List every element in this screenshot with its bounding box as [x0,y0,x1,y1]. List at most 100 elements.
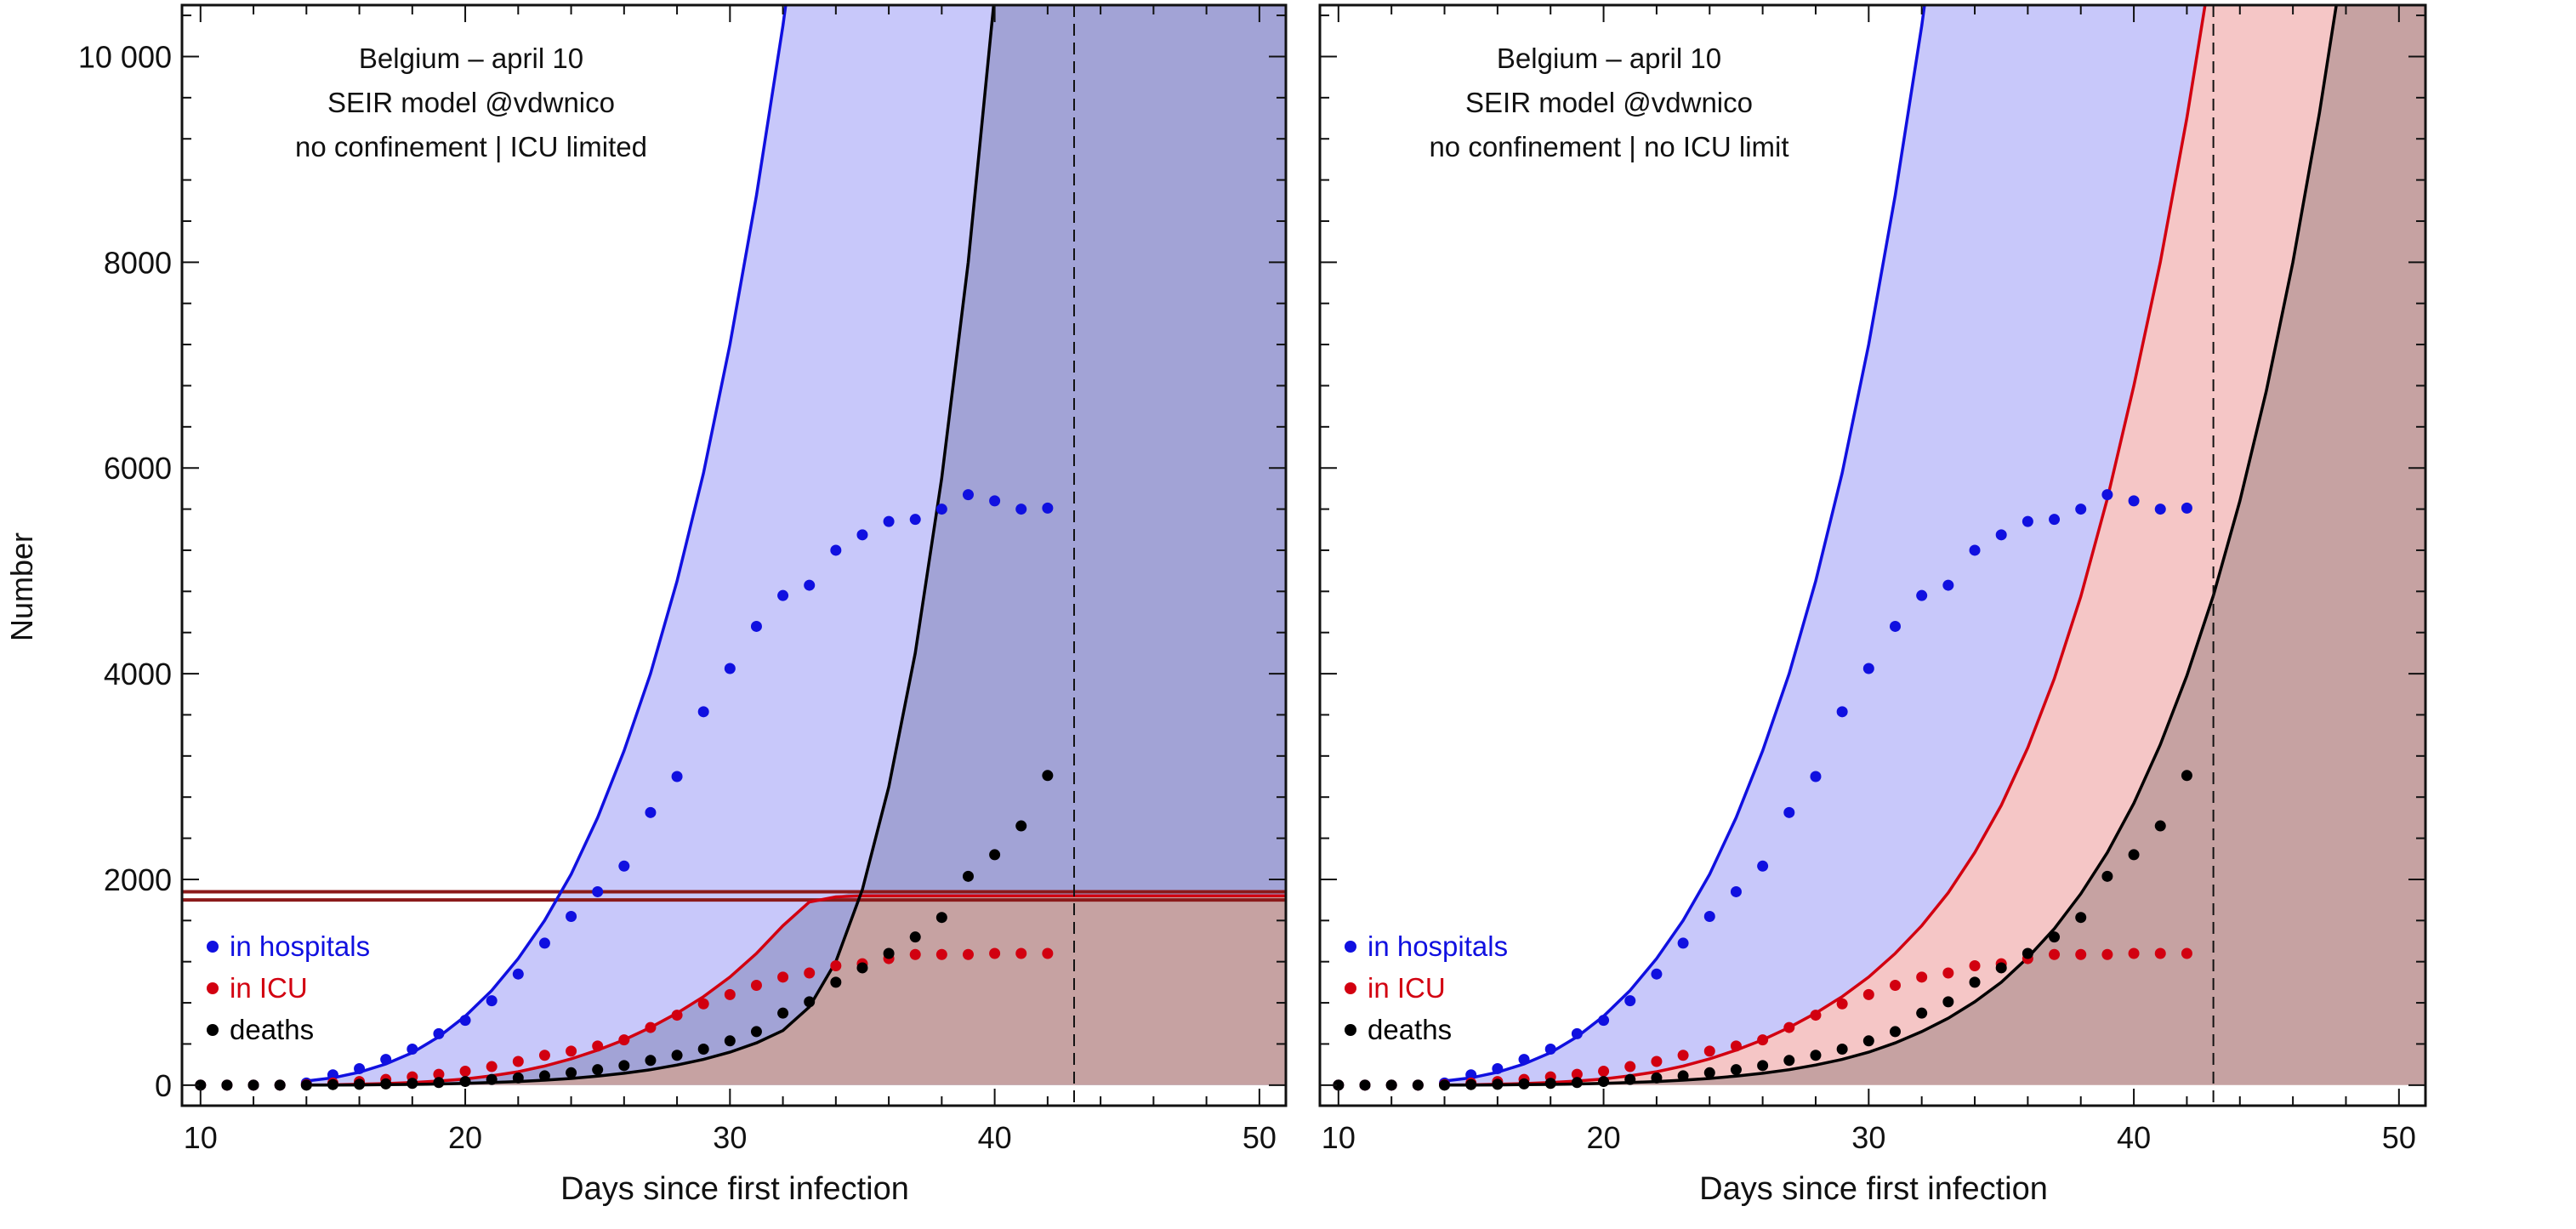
x-tick-label: 40 [2117,1120,2151,1155]
x-tick-label: 30 [1851,1120,1885,1155]
legend-marker [1345,1024,1356,1036]
observed-point-hospitals [777,589,789,601]
observed-point-deaths [618,1060,630,1072]
observed-point-hospitals [1810,771,1822,782]
x-tick-label: 20 [1587,1120,1621,1155]
observed-point-icu [538,1050,550,1061]
legend-label: deaths [1368,1014,1452,1045]
observed-point-icu [512,1055,524,1067]
legend-marker [1345,941,1356,953]
observed-point-deaths [1969,976,1981,988]
observed-point-hospitals [2154,504,2166,515]
observed-point-deaths [804,996,816,1008]
observed-point-icu [1703,1045,1715,1057]
observed-point-hospitals [1465,1069,1477,1081]
observed-point-deaths [1810,1050,1822,1061]
observed-point-hospitals [909,514,921,526]
observed-point-icu [724,988,736,1000]
plot-area [182,5,1286,1106]
observed-point-deaths [989,849,1001,861]
observed-point-deaths [777,1007,789,1019]
observed-point-hospitals [962,489,974,501]
legend-label: in ICU [230,972,308,1004]
observed-point-deaths [300,1079,312,1091]
x-tick-label: 10 [1322,1120,1356,1155]
observed-point-icu [2049,948,2061,960]
observed-point-deaths [883,947,895,959]
observed-point-icu [750,980,762,992]
deaths-band [306,5,1286,1085]
observed-point-deaths [2075,912,2087,924]
observed-point-hospitals [1942,579,1954,591]
observed-point-hospitals [1916,589,1928,601]
observed-point-deaths [592,1064,604,1076]
observed-point-deaths [2181,770,2192,782]
observed-point-deaths [354,1078,366,1090]
observed-point-deaths [1042,770,1054,782]
observed-point-deaths [459,1076,471,1088]
chart-title-line: SEIR model @vdwnico [327,87,615,118]
observed-point-deaths [512,1072,524,1084]
x-tick-label: 20 [448,1120,482,1155]
chart-title-line: no confinement | no ICU limit [1429,131,1788,162]
legend-label: in hospitals [230,930,370,962]
observed-point-icu [2075,948,2087,960]
observed-point-icu [645,1021,657,1033]
observed-point-deaths [247,1079,259,1091]
plot-frame [180,3,1288,1107]
observed-point-icu [1916,971,1928,983]
observed-point-icu [592,1040,604,1052]
observed-point-deaths [1677,1070,1689,1082]
observed-point-icu [1042,947,1054,959]
observed-point-icu [2181,947,2192,959]
observed-point-hospitals [512,968,524,980]
observed-point-deaths [1412,1079,1424,1091]
observed-point-deaths [1492,1078,1504,1090]
chart-title-line: Belgium – april 10 [359,43,583,74]
observed-point-icu [618,1034,630,1046]
observed-point-deaths [1862,1035,1874,1047]
observed-point-hospitals [380,1054,392,1066]
observed-point-hospitals [327,1069,338,1081]
observed-point-hospitals [618,860,630,872]
observed-point-deaths [1836,1043,1848,1055]
hospitals-model-curve [306,5,788,1083]
observed-point-hospitals [989,495,1001,507]
observed-point-icu [1677,1050,1689,1061]
observed-point-icu [1810,1010,1822,1021]
observed-point-hospitals [750,620,762,632]
legend-marker [207,982,219,994]
chart-title-line: SEIR model @vdwnico [1465,87,1753,118]
y-tick-label: 10 000 [78,39,172,74]
observed-point-hospitals [592,885,604,897]
y-tick-label: 4000 [104,657,172,691]
observed-point-icu [459,1065,471,1077]
observed-point-icu [671,1010,683,1021]
y-axis-label: Number [4,532,39,641]
observed-point-icu [1598,1065,1610,1077]
observed-point-hospitals [1042,502,1054,514]
observed-point-icu [962,948,974,960]
x-tick-label: 30 [713,1120,747,1155]
observed-point-deaths [645,1055,657,1067]
observed-point-hospitals [1730,885,1742,897]
observed-point-deaths [1942,996,1954,1008]
observed-point-deaths [221,1079,233,1091]
y-tick-label: 6000 [104,451,172,486]
observed-point-icu [1836,998,1848,1010]
observed-point-hospitals [645,806,657,818]
observed-point-hospitals [354,1062,366,1074]
observed-point-icu [1015,947,1027,959]
observed-point-hospitals [1624,995,1636,1007]
observed-point-deaths [962,870,974,882]
observed-point-icu [1942,967,1954,979]
observed-point-hospitals [2101,489,2113,501]
observed-point-hospitals [1544,1043,1556,1055]
observed-point-hospitals [1492,1062,1504,1074]
observed-point-hospitals [538,937,550,949]
observed-point-hospitals [1969,544,1981,556]
observed-point-deaths [2022,947,2033,959]
observed-point-deaths [1783,1055,1795,1067]
observed-point-deaths [909,931,921,943]
observed-point-deaths [1995,962,2007,974]
